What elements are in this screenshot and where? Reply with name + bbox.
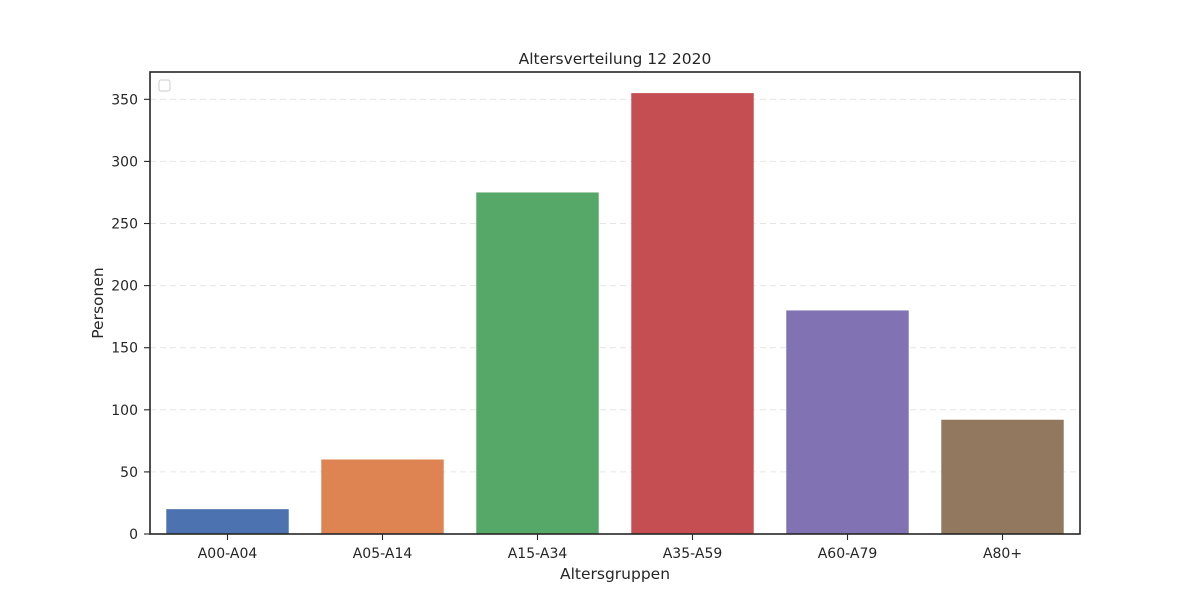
x-tick-label: A15-A34: [508, 546, 568, 562]
bar-a05-a14: [321, 459, 444, 534]
y-tick-label: 0: [129, 527, 138, 543]
y-tick-label: 100: [111, 403, 138, 419]
y-tick-label: 350: [111, 92, 138, 108]
bar-a80+: [941, 419, 1064, 534]
x-tick-label: A60-A79: [818, 546, 878, 562]
bars: [166, 93, 1064, 534]
bar-a60-a79: [786, 310, 909, 534]
x-tick-label: A00-A04: [198, 546, 258, 562]
y-tick-label: 200: [111, 279, 138, 295]
y-axis-title: Personen: [89, 267, 107, 338]
x-axis-title: Altersgruppen: [560, 565, 670, 583]
x-tick-label: A80+: [983, 546, 1022, 562]
y-tick-label: 150: [111, 341, 138, 357]
gridlines: [150, 98, 1080, 473]
y-tick-label: 250: [111, 217, 138, 233]
bar-a00-a04: [166, 509, 289, 534]
bar-a15-a34: [476, 192, 599, 534]
y-axis: 0 50 100 150 200 250 300 350: [111, 92, 150, 543]
x-tick-label: A35-A59: [663, 546, 723, 562]
x-axis: A00-A04 A05-A14 A15-A34 A35-A59 A60-A79 A80+: [198, 534, 1022, 562]
plot-frame: [149, 71, 1081, 535]
legend-marker: [158, 79, 171, 92]
y-tick-label: 300: [111, 154, 138, 170]
y-tick-label: 50: [120, 465, 138, 481]
chart-title: Altersverteilung 12 2020: [519, 50, 712, 68]
x-tick-label: A05-A14: [353, 546, 413, 562]
bar-a35-a59: [631, 93, 754, 534]
